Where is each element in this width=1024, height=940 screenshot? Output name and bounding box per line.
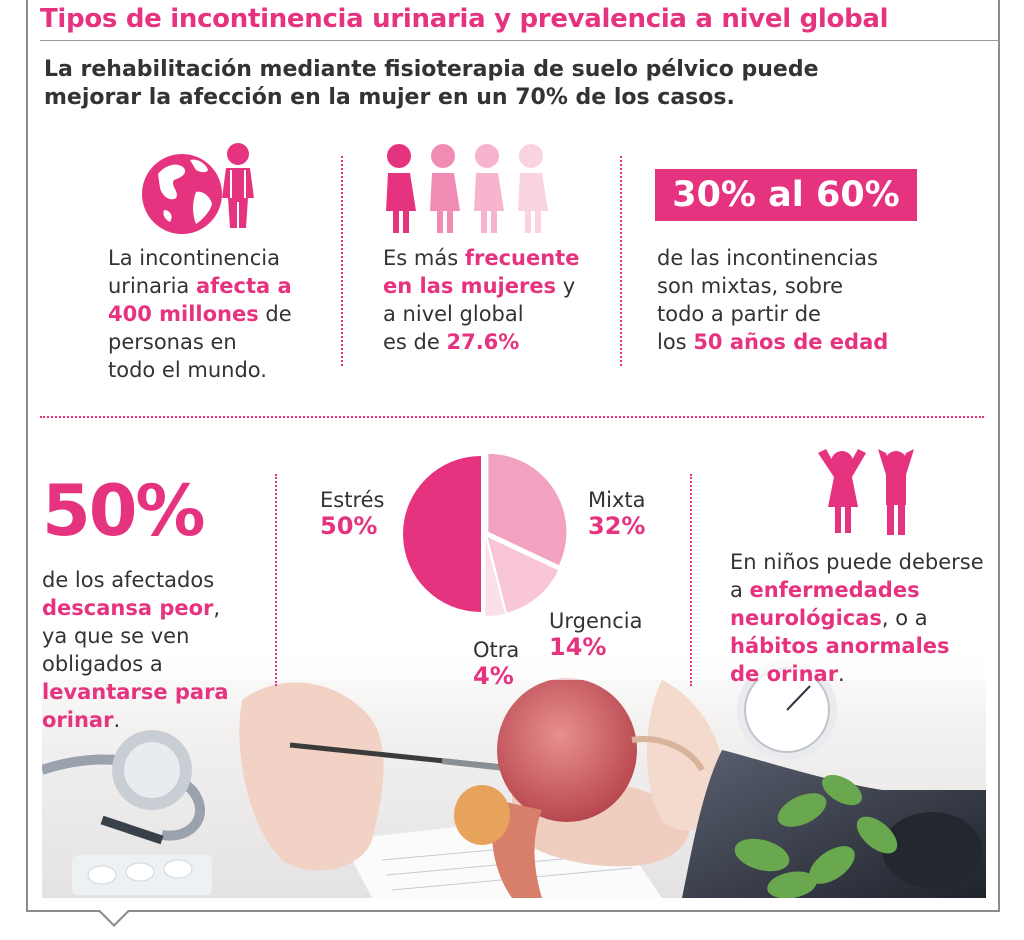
slice-label-estres: Estrés 50% — [320, 487, 384, 539]
frame-left-border — [26, 0, 28, 912]
slice-name-otra: Otra — [473, 638, 520, 662]
pie-slice-mixta — [488, 453, 567, 566]
slice-value-urgencia: 14% — [549, 633, 607, 661]
title-divider — [40, 40, 1000, 41]
divider-4 — [690, 474, 692, 686]
slice-label-urgencia: Urgencia 14% — [549, 608, 642, 660]
section-divider — [40, 416, 984, 418]
slice-value-otra: 4% — [473, 662, 514, 690]
mixed-range-badge: 30% al 60% — [655, 169, 917, 221]
women-icon — [386, 144, 548, 233]
frame-right-border — [998, 0, 1000, 912]
page-subtitle: La rehabilitación mediante fisioterapia … — [44, 57, 819, 110]
pie-slice-otra — [485, 537, 505, 616]
medical-photo — [42, 640, 986, 898]
stat3-text: de las incontinencias son mixtas, sobre … — [657, 246, 889, 354]
slice-value-mixta: 32% — [588, 512, 646, 540]
slice-label-otra: Otra 4% — [473, 637, 519, 689]
rest-percentage: 50% — [42, 470, 206, 552]
pie-slice-estrés — [403, 456, 481, 612]
slice-name-estres: Estrés — [320, 488, 385, 512]
divider-1 — [341, 156, 343, 366]
frame-bottom-border — [26, 910, 1000, 912]
pie-chart — [403, 453, 567, 616]
stat1-text: La incontinencia urinaria afecta a 400 m… — [108, 246, 292, 382]
stat4-text: de los afectados descansa peor, ya que s… — [42, 568, 229, 732]
stat5-text: En niños puede deberse a enfermedades ne… — [730, 550, 984, 686]
children-icon — [818, 449, 914, 535]
divider-2 — [620, 156, 622, 366]
slice-label-mixta: Mixta 32% — [588, 487, 645, 539]
divider-3 — [275, 474, 277, 686]
slice-name-mixta: Mixta — [588, 488, 646, 512]
pie-slice-urgencia — [487, 537, 559, 613]
stat2-text: Es más frecuente en las mujeres y a nive… — [383, 246, 580, 354]
slice-name-urgencia: Urgencia — [549, 609, 643, 633]
page-title: Tipos de incontinencia urinaria y preval… — [40, 4, 889, 34]
slice-value-estres: 50% — [320, 512, 378, 540]
globe-person-icon — [142, 143, 254, 234]
